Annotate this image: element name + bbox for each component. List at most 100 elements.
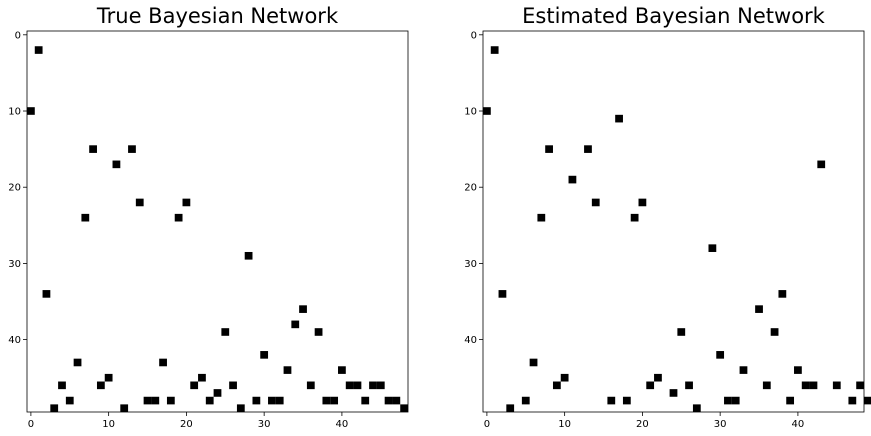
heatmap-cell xyxy=(128,145,136,153)
heatmap-cell xyxy=(34,46,43,54)
x-tick-label: 30 xyxy=(258,419,271,430)
heatmap-cell xyxy=(338,366,346,374)
y-tick-label: 10 xyxy=(464,107,477,118)
x-tick-label: 20 xyxy=(636,419,649,430)
heatmap-cell xyxy=(615,114,623,123)
heatmap-cell xyxy=(27,107,35,115)
heatmap-cell xyxy=(755,305,763,313)
heatmap-cell xyxy=(306,381,315,390)
heatmap-cell xyxy=(50,404,59,412)
heatmap-cell xyxy=(483,107,491,115)
heatmap-cell xyxy=(685,381,693,390)
heatmap-cell xyxy=(322,396,331,405)
y-tick-label: 40 xyxy=(464,335,477,346)
heatmap-cell xyxy=(630,213,639,222)
heatmap-cell xyxy=(174,213,183,222)
heatmap-cell xyxy=(856,381,864,390)
heatmap-cell xyxy=(762,381,771,390)
heatmap-cell xyxy=(42,290,51,298)
heatmap-cell xyxy=(229,381,237,390)
heatmap-cell xyxy=(112,160,121,169)
heatmap-cell xyxy=(817,160,826,169)
heatmap-cell xyxy=(584,145,592,153)
x-tick-label: 10 xyxy=(102,419,115,430)
heatmap-cell xyxy=(568,175,577,184)
heatmap-cell xyxy=(692,404,701,412)
heatmap-cell xyxy=(369,381,377,390)
heatmap-cell xyxy=(392,396,401,405)
heatmap-cell xyxy=(778,290,787,298)
plot-area xyxy=(27,31,408,412)
y-tick-label: 20 xyxy=(8,183,21,194)
heatmap-cell xyxy=(361,396,370,405)
chart-title: Estimated Bayesian Network xyxy=(522,4,826,28)
heatmap-cell xyxy=(848,396,857,405)
heatmap-cell xyxy=(96,381,105,390)
heatmap-cell xyxy=(669,389,678,397)
heatmap-cell xyxy=(708,244,717,252)
heatmap-cell xyxy=(236,404,245,412)
heatmap-cell xyxy=(739,366,748,374)
x-tick-label: 0 xyxy=(28,419,34,430)
heatmap-cell xyxy=(65,396,74,405)
y-tick-label: 40 xyxy=(8,335,21,346)
heatmap-cell xyxy=(638,198,647,207)
heatmap-cell xyxy=(864,396,871,405)
heatmap-cell xyxy=(135,198,144,207)
heatmap-cell xyxy=(182,198,191,207)
heatmap-cell xyxy=(330,396,339,405)
heatmap-cell xyxy=(299,305,307,313)
heatmap-cell xyxy=(786,396,795,405)
heatmap-cell xyxy=(498,290,507,298)
heatmap-cell xyxy=(291,320,300,329)
heatmap-cell xyxy=(190,381,199,390)
heatmap-cell xyxy=(221,328,230,336)
x-tick-label: 20 xyxy=(180,419,193,430)
heatmap-cell xyxy=(801,381,810,390)
axes-frame xyxy=(26,30,409,413)
heatmap-cell xyxy=(560,373,569,382)
heatmap-cell xyxy=(252,396,261,405)
x-tick-label: 10 xyxy=(558,419,571,430)
heatmap-cell xyxy=(646,381,655,390)
heatmap-cell xyxy=(731,396,740,405)
y-tick-label: 20 xyxy=(464,183,477,194)
heatmap-cell xyxy=(607,396,616,405)
y-tick-label: 30 xyxy=(464,259,477,270)
heatmap-cell xyxy=(490,46,499,54)
heatmap-cell xyxy=(244,251,253,260)
heatmap-cell xyxy=(213,389,222,397)
heatmap-cell xyxy=(724,396,732,405)
heatmap-cell xyxy=(384,396,393,405)
heatmap-cell xyxy=(794,366,802,374)
heatmap-cell xyxy=(283,366,292,374)
heatmap-cell xyxy=(260,351,269,359)
heatmap-cell xyxy=(832,381,841,390)
heatmap-cell xyxy=(809,381,818,390)
y-tick-label: 0 xyxy=(471,30,477,41)
heatmap-cell xyxy=(552,381,561,390)
plot-area xyxy=(483,31,864,412)
heatmap-cell xyxy=(151,396,160,405)
heatmap-cell xyxy=(376,381,385,390)
chart-panel-2: 0 10 20 30 40 0 10 20 30 40 Estimated Bayesian Net… xyxy=(464,4,871,430)
heatmap-cell xyxy=(545,145,553,153)
heatmap-cell xyxy=(529,358,538,367)
axes-frame xyxy=(482,30,865,413)
heatmap-cell xyxy=(73,358,82,367)
heatmap-cell xyxy=(654,373,662,382)
heatmap-cell xyxy=(770,328,779,336)
x-tick-label: 0 xyxy=(484,419,490,430)
heatmap-cell xyxy=(677,328,686,336)
heatmap-cell xyxy=(104,373,113,382)
heatmap-cell xyxy=(275,396,284,405)
chart-title: True Bayesian Network xyxy=(96,4,339,28)
heatmap-cell xyxy=(89,145,97,153)
y-tick-label: 10 xyxy=(8,107,21,118)
heatmap-cell xyxy=(716,351,725,359)
chart-panel-1: 0 10 20 30 40 0 10 20 30 40 True Bayesian Network xyxy=(8,4,409,430)
heatmap-cell xyxy=(537,213,546,222)
x-tick-label: 40 xyxy=(336,419,349,430)
heatmap-cell xyxy=(521,396,530,405)
